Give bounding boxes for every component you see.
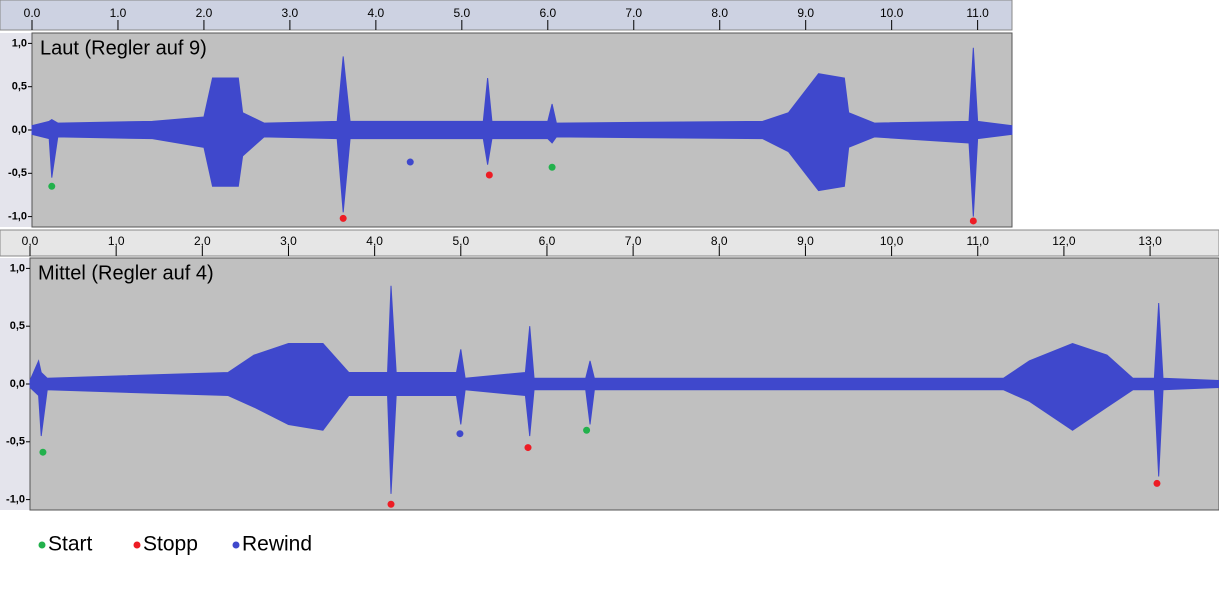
x-tick-label: 3,0 [280,234,297,248]
x-tick-label: 0.0 [24,6,41,20]
x-tick-label: 4,0 [366,234,383,248]
x-tick-label: 1.0 [110,6,127,20]
x-tick-label: 2.0 [196,6,213,20]
waveform-lower [31,129,1013,217]
legend-label: Stopp [143,533,198,556]
x-tick-label: 5.0 [453,6,470,20]
legend-label: Start [48,533,93,556]
legend-marker [38,541,46,549]
y-tick-label: -0,5 [8,167,27,179]
x-tick-label: 8.0 [711,6,728,20]
x-tick-label: 7,0 [625,234,642,248]
event-marker [406,158,414,166]
time-ruler [0,229,1219,257]
y-tick-label: 1,0 [12,37,27,49]
x-tick-label: 7.0 [625,6,642,20]
event-marker [387,500,395,508]
x-tick-label: 10.0 [880,6,904,20]
x-tick-label: 13,0 [1138,234,1162,248]
x-tick-label: 3.0 [282,6,299,20]
y-tick-label: -1,0 [8,211,27,223]
x-tick-label: 9.0 [797,6,814,20]
y-tick-label: 0,0 [10,378,25,390]
event-marker [548,163,556,171]
event-marker [456,430,464,438]
legend-label: Rewind [242,533,312,556]
x-tick-label: 6.0 [539,6,556,20]
x-tick-label: 6,0 [539,234,556,248]
x-tick-label: 2,0 [194,234,211,248]
event-marker [969,217,977,225]
event-marker [485,171,493,179]
waveform-lower [29,383,1219,494]
time-ruler [0,0,1013,31]
x-tick-label: 5,0 [452,234,469,248]
x-tick-label: 10,0 [880,234,904,248]
event-marker [339,214,347,222]
x-tick-label: 11,0 [967,234,990,248]
y-tick-label: 0,5 [10,320,25,332]
y-tick-label: 0,0 [12,124,27,136]
waveform-upper [29,285,1219,385]
x-tick-label: 1,0 [108,234,125,248]
event-marker [39,448,47,456]
x-tick-label: 11.0 [966,6,989,20]
x-tick-label: 9,0 [797,234,814,248]
x-tick-label: 0,0 [22,234,39,248]
y-tick-label: 0,5 [12,81,27,93]
event-marker [1153,479,1161,487]
y-axis-gutter [0,258,30,510]
y-tick-label: -1,0 [6,494,25,506]
waveform-upper [31,47,1013,131]
y-axis-gutter [0,33,32,227]
x-tick-label: 8,0 [711,234,728,248]
event-marker [48,182,56,190]
event-marker [524,444,532,452]
y-tick-label: -0,5 [6,436,25,448]
x-tick-label: 12,0 [1052,234,1076,248]
track-title: Laut (Regler auf 9) [40,37,207,59]
x-tick-label: 4.0 [368,6,385,20]
y-tick-label: 1,0 [10,262,25,274]
legend-marker [133,541,141,549]
event-marker [583,426,591,434]
track-title: Mittel (Regler auf 4) [38,262,214,284]
legend-marker [232,541,240,549]
